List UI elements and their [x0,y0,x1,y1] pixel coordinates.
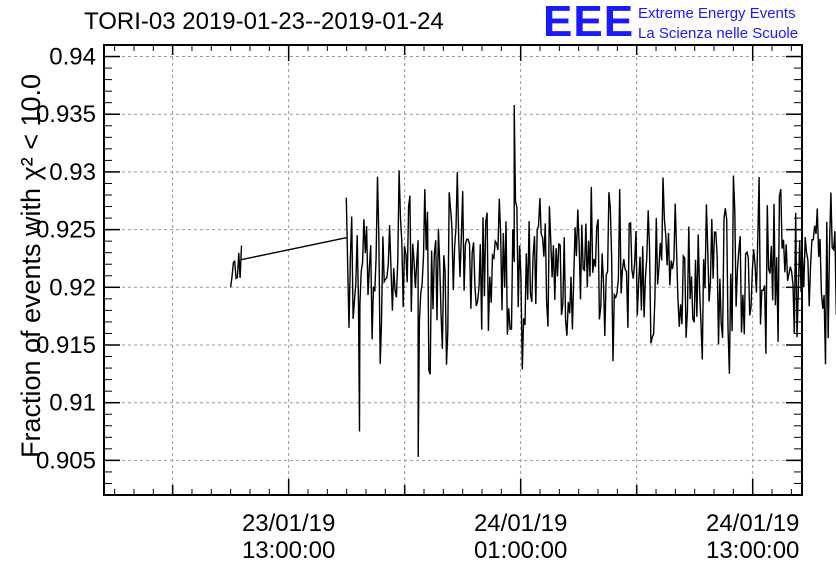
y-tick-label: 0.915 [36,332,96,359]
y-tick-label: 0.925 [36,217,96,244]
x-tick-label-date: 23/01/19 [242,510,335,537]
series-segment [229,245,243,288]
y-tick-label: 0.94 [49,44,96,71]
x-tick-label-date: 24/01/19 [474,510,567,537]
x-tick-labels: 23/01/1913:00:0024/01/1901:00:0024/01/19… [242,510,799,564]
x-tick-label-time: 13:00:00 [706,537,799,564]
series-line [229,104,836,457]
plot-frame [103,44,803,496]
y-tick-label: 0.935 [36,101,96,128]
x-tick-label-time: 13:00:00 [242,537,335,564]
x-tick-label-time: 01:00:00 [474,537,567,564]
y-tick-label: 0.93 [49,159,96,186]
y-tick-label: 0.92 [49,274,96,301]
logo-text-line-2: La Scienza nelle Scuole [638,25,799,42]
chart-title: TORI-03 2019-01-23--2019-01-24 [84,8,444,35]
y-tick-label: 0.905 [36,447,96,474]
y-tick-labels: 0.905 0.91 0.915 0.92 0.925 0.93 0.935 0.94 [36,44,96,475]
y-axis-title: Fraction of events with χ² < 10.0 [16,74,46,458]
series-segment [345,104,836,457]
axis-ticks [104,45,802,496]
x-tick-label-date: 24/01/19 [706,510,799,537]
grid-lines [104,45,802,495]
y-tick-label: 0.91 [49,390,96,417]
series-gap-line [241,237,347,261]
logo-text-line-1: Extreme Energy Events [638,5,796,22]
eee-logo-mark: EEE [543,0,635,46]
